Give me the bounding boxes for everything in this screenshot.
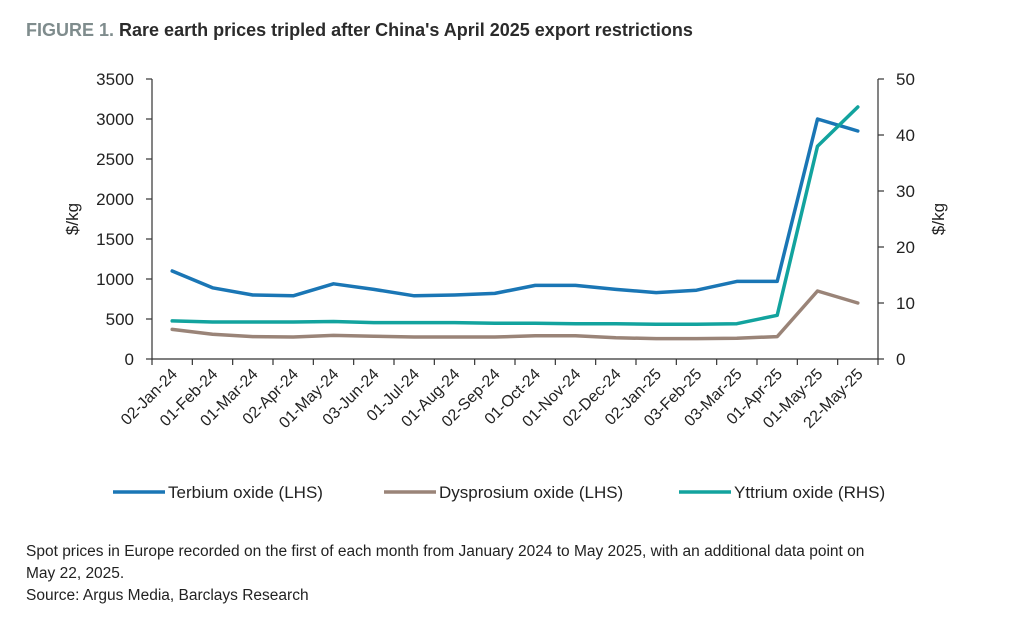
right-tick-label: 10 (896, 294, 915, 313)
left-y-axis: 0 500 1000 1500 2000 2500 3000 3500 $/kg (63, 70, 153, 369)
series-layer (170, 105, 860, 341)
right-y-axis: 0 10 20 30 40 50 $/kg (877, 70, 948, 369)
left-tick-label: 0 (125, 350, 134, 369)
left-tick-label: 2500 (96, 150, 134, 169)
left-tick-label: 3500 (96, 70, 134, 89)
series-line-1 (170, 117, 860, 298)
legend-label-2: Dysprosium oxide (LHS) (439, 483, 623, 502)
left-axis-label: $/kg (63, 203, 82, 235)
line-chart: 0 500 1000 1500 2000 2500 3000 3500 $/kg 0 10 20 30… (63, 70, 948, 502)
legend-label-1: Terbium oxide (LHS) (168, 483, 323, 502)
figure-title-text: Rare earth prices tripled after China's … (119, 20, 693, 40)
figure-label: FIGURE 1. (26, 20, 115, 40)
left-tick-label: 2000 (96, 190, 134, 209)
legend-label-3: Yttrium oxide (RHS) (734, 483, 885, 502)
right-tick-label: 40 (896, 126, 915, 145)
chart-notes: Spot prices in Europe recorded on the fi… (26, 541, 1006, 607)
legend: Terbium oxide (LHS) Dysprosium oxide (LHS… (113, 483, 885, 502)
left-tick-label: 3000 (96, 110, 134, 129)
figure-title: FIGURE 1. Rare earth prices tripled afte… (26, 20, 693, 41)
right-tick-label: 20 (896, 238, 915, 257)
left-tick-label: 1000 (96, 270, 134, 289)
right-tick-label: 30 (896, 182, 915, 201)
note-line-1: Spot prices in Europe recorded on the fi… (26, 543, 865, 560)
series-line-3 (170, 105, 860, 327)
right-tick-label: 50 (896, 70, 915, 89)
left-tick-label: 500 (106, 310, 134, 329)
x-axis: 02-Jan-2401-Feb-2401-Mar-2402-Apr-2401-M… (118, 358, 879, 432)
note-line-2: May 22, 2025. (26, 565, 125, 582)
series-line-2 (170, 289, 860, 341)
source-line: Source: Argus Media, Barclays Research (26, 587, 309, 604)
left-tick-label: 1500 (96, 230, 134, 249)
right-axis-label: $/kg (929, 203, 948, 235)
right-tick-label: 0 (896, 350, 905, 369)
